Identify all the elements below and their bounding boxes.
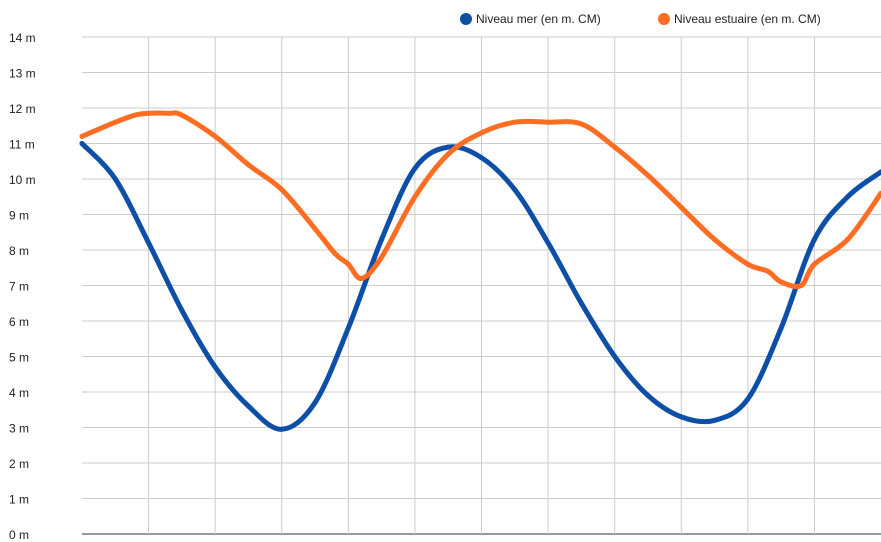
series-niveau-mer-point[interactable] bbox=[712, 417, 718, 423]
series-niveau-estuaire-point[interactable] bbox=[845, 236, 851, 242]
series-niveau-estuaire-point[interactable] bbox=[578, 121, 584, 127]
series-niveau-estuaire-point[interactable] bbox=[479, 130, 484, 136]
y-tick-label: 4 m bbox=[9, 386, 29, 400]
series-niveau-estuaire-point[interactable] bbox=[359, 275, 365, 281]
series-niveau-estuaire-point[interactable] bbox=[612, 144, 618, 150]
series-niveau-estuaire-point[interactable] bbox=[678, 204, 684, 210]
series-niveau-estuaire-point[interactable] bbox=[179, 112, 185, 118]
series-niveau-estuaire-point[interactable] bbox=[765, 268, 771, 274]
series-niveau-mer-point[interactable] bbox=[678, 414, 684, 420]
series-niveau-estuaire-point[interactable] bbox=[798, 283, 804, 288]
series-niveau-mer-point[interactable] bbox=[412, 165, 418, 171]
series-niveau-estuaire-point[interactable] bbox=[878, 190, 881, 196]
legend-marker-niveau-mer bbox=[460, 13, 472, 25]
legend: Niveau mer (en m. CM) Niveau estuaire (e… bbox=[460, 12, 821, 26]
series-niveau-mer-point[interactable] bbox=[379, 236, 385, 242]
series-niveau-mer-point[interactable] bbox=[778, 325, 784, 331]
y-tick-label: 5 m bbox=[9, 351, 29, 365]
series-niveau-mer-point[interactable] bbox=[312, 400, 318, 406]
series-niveau-estuaire-point[interactable] bbox=[811, 261, 817, 267]
y-tick-label: 10 m bbox=[9, 173, 36, 187]
series-lines bbox=[79, 110, 881, 432]
y-tick-label: 3 m bbox=[9, 422, 29, 436]
legend-item-niveau-estuaire[interactable]: Niveau estuaire (en m. CM) bbox=[658, 12, 821, 26]
y-tick-label: 8 m bbox=[9, 244, 29, 258]
series-niveau-mer-point[interactable] bbox=[479, 155, 484, 161]
legend-marker-niveau-estuaire bbox=[658, 13, 670, 25]
legend-item-niveau-mer[interactable]: Niveau mer (en m. CM) bbox=[460, 12, 601, 26]
series-niveau-estuaire-point[interactable] bbox=[112, 119, 118, 125]
series-niveau-mer-point[interactable] bbox=[245, 403, 251, 409]
series-niveau-estuaire-point[interactable] bbox=[778, 279, 784, 285]
series-niveau-mer-point[interactable] bbox=[545, 240, 551, 246]
y-tick-label: 0 m bbox=[9, 528, 29, 542]
series-niveau-mer-point[interactable] bbox=[79, 141, 85, 146]
series-niveau-estuaire-point[interactable] bbox=[412, 194, 418, 200]
series-niveau-estuaire-point[interactable] bbox=[146, 110, 152, 116]
series-niveau-estuaire-point[interactable] bbox=[345, 261, 351, 267]
series-niveau-mer-point[interactable] bbox=[811, 236, 817, 242]
series-niveau-estuaire-point[interactable] bbox=[745, 261, 751, 267]
y-tick-label: 6 m bbox=[9, 315, 29, 329]
series-niveau-estuaire-point[interactable] bbox=[332, 251, 338, 257]
y-tick-label: 1 m bbox=[9, 493, 29, 507]
y-tick-label: 13 m bbox=[9, 67, 36, 81]
series-niveau-mer-point[interactable] bbox=[745, 396, 751, 402]
y-tick-label: 9 m bbox=[9, 209, 29, 223]
y-tick-label: 11 m bbox=[9, 138, 35, 152]
legend-label-niveau-mer: Niveau mer (en m. CM) bbox=[476, 12, 601, 26]
y-tick-label: 14 m bbox=[9, 31, 36, 45]
series-niveau-estuaire-point[interactable] bbox=[445, 151, 451, 157]
series-niveau-mer-point[interactable] bbox=[179, 307, 185, 313]
series-niveau-estuaire-point[interactable] bbox=[79, 133, 85, 139]
series-niveau-estuaire-point[interactable] bbox=[712, 236, 718, 242]
series-niveau-mer-point[interactable] bbox=[146, 240, 152, 246]
series-niveau-mer-point[interactable] bbox=[445, 144, 451, 150]
series-niveau-estuaire-point[interactable] bbox=[279, 187, 285, 193]
series-niveau-estuaire-point[interactable] bbox=[512, 119, 518, 125]
grid-lines bbox=[82, 36, 881, 535]
series-niveau-estuaire-point[interactable] bbox=[212, 133, 218, 139]
y-tick-label: 7 m bbox=[9, 280, 29, 294]
series-niveau-mer-point[interactable] bbox=[345, 325, 351, 331]
series-niveau-mer-point[interactable] bbox=[112, 176, 118, 182]
series-niveau-estuaire-point[interactable] bbox=[245, 162, 251, 168]
y-tick-label: 2 m bbox=[9, 457, 29, 471]
series-niveau-estuaire-point[interactable] bbox=[545, 119, 551, 125]
series-niveau-mer-point[interactable] bbox=[845, 194, 851, 200]
series-niveau-estuaire-point[interactable] bbox=[312, 226, 318, 232]
series-niveau-estuaire-point[interactable] bbox=[166, 110, 172, 116]
series-niveau-mer-point[interactable] bbox=[878, 169, 881, 175]
y-tick-label: 12 m bbox=[9, 102, 36, 116]
series-niveau-estuaire-point[interactable] bbox=[379, 254, 385, 260]
legend-label-niveau-estuaire: Niveau estuaire (en m. CM) bbox=[674, 12, 821, 26]
series-niveau-estuaire-point[interactable] bbox=[132, 112, 138, 118]
series-niveau-mer-point[interactable] bbox=[279, 426, 285, 432]
y-axis-tick-labels: 0 m 1 m 2 m 3 m 4 m 5 m 6 m 7 m 8 m 9 m 10 m 11 m 12… bbox=[9, 31, 36, 542]
series-niveau-mer-point[interactable] bbox=[645, 393, 651, 399]
series-niveau-estuaire-point[interactable] bbox=[645, 172, 651, 178]
series-niveau-mer-point[interactable] bbox=[512, 187, 518, 193]
series-niveau-mer-point[interactable] bbox=[212, 364, 218, 370]
series-niveau-mer-point[interactable] bbox=[612, 354, 618, 359]
series-niveau-mer-point[interactable] bbox=[578, 300, 584, 306]
